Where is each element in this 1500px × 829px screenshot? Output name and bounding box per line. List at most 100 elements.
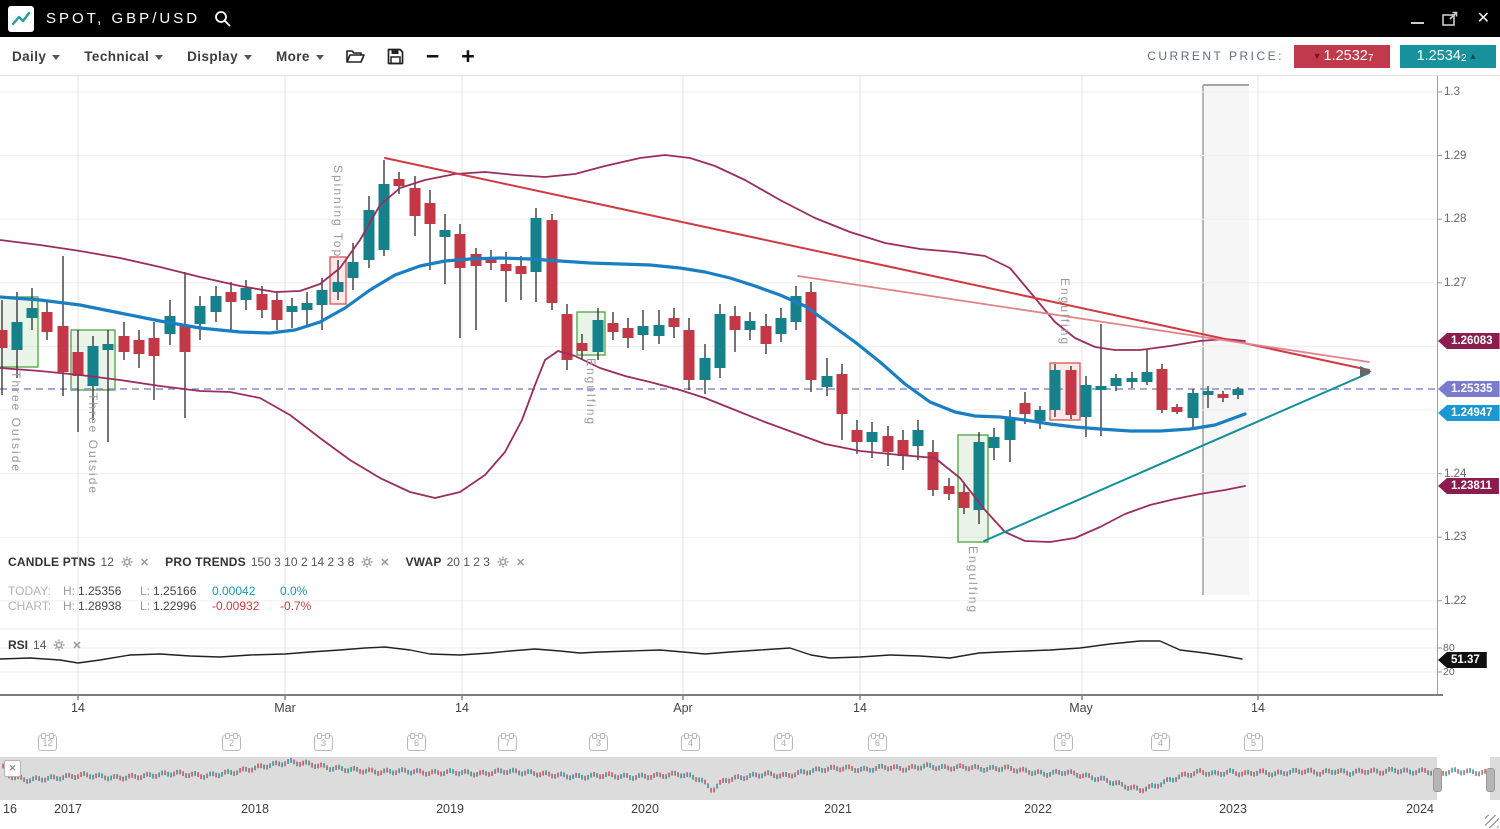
search-icon[interactable]	[214, 10, 231, 27]
candle-body	[225, 292, 237, 302]
candle-body	[1034, 410, 1046, 421]
candle-body	[973, 442, 985, 510]
candle-body	[729, 316, 741, 330]
close-indicator-icon[interactable]: ✕	[139, 556, 150, 569]
price-badge: 1.25335	[1438, 381, 1500, 397]
legend-item-pro-trends: PRO TRENDS 150 3 10 2 14 2 3 8 ✕	[165, 555, 390, 569]
candle-body	[851, 430, 863, 442]
candle-body	[576, 343, 588, 351]
arrow-down-icon: ▼	[1312, 50, 1322, 61]
rsi-value-badge: 51.37	[1438, 652, 1487, 668]
calendar-event-icon[interactable]: 6	[407, 733, 426, 751]
candle-body	[500, 264, 512, 271]
legend-item-vwap: VWAP 20 1 2 3 ✕	[405, 555, 526, 569]
candle-body	[790, 296, 802, 322]
candle-body	[1080, 385, 1092, 417]
candle-body	[363, 210, 375, 260]
navigator-close-icon[interactable]: ✕	[4, 760, 21, 777]
chevron-down-icon	[52, 54, 61, 60]
candle-body	[72, 352, 84, 376]
navigator-year-label: 2022	[1024, 802, 1052, 816]
navigator-selection-window[interactable]	[1437, 757, 1490, 800]
candle-body	[515, 266, 527, 274]
navigator-year-label: 2023	[1219, 802, 1247, 816]
candle-body	[530, 218, 542, 272]
navigator-right-handle[interactable]	[1486, 768, 1495, 792]
candle-body	[1232, 389, 1244, 395]
candle-body	[179, 326, 191, 352]
close-indicator-icon[interactable]: ✕	[72, 639, 82, 652]
x-axis-tick: 14	[455, 701, 469, 715]
price-badge: 1.23811	[1438, 478, 1499, 494]
candle-body	[256, 294, 268, 310]
candle-body	[393, 179, 405, 186]
menu-timeframe[interactable]: Daily	[12, 49, 61, 64]
candle-body	[912, 430, 924, 446]
candle-body	[836, 374, 848, 414]
candle-body	[11, 322, 23, 350]
candle-body	[607, 323, 619, 332]
open-folder-icon[interactable]	[346, 48, 365, 64]
candle-body	[240, 288, 252, 300]
navigator-left-handle[interactable]	[1433, 768, 1442, 792]
candle-body	[1156, 369, 1168, 410]
calendar-event-icon[interactable]: 2	[222, 733, 241, 751]
gear-icon[interactable]	[361, 556, 373, 568]
pattern-label: Engulfing	[584, 358, 598, 427]
calendar-event-icon[interactable]: 5	[1244, 733, 1263, 751]
gear-icon[interactable]	[497, 556, 509, 568]
calendar-event-icon[interactable]: 3	[589, 733, 608, 751]
menu-more[interactable]: More	[276, 49, 324, 64]
close-icon[interactable]: ✕	[1476, 9, 1490, 27]
calendar-event-icon[interactable]: 4	[681, 733, 700, 751]
candle-body	[882, 436, 894, 452]
candle-body	[424, 203, 436, 224]
close-indicator-icon[interactable]: ✕	[380, 556, 390, 569]
x-axis-tick: 14	[71, 701, 85, 715]
pattern-label: Three Outside	[9, 371, 23, 474]
ask-price-badge: 1.2534 2 ▲	[1400, 44, 1496, 68]
close-indicator-icon[interactable]: ✕	[515, 556, 526, 569]
candle-body	[378, 184, 390, 250]
y-axis-tick: 1.23	[1444, 531, 1467, 544]
candle-body	[1004, 418, 1016, 440]
popout-icon[interactable]	[1441, 11, 1459, 27]
current-price-label: CURRENT PRICE:	[1147, 49, 1284, 63]
candle-body	[87, 346, 99, 386]
minimize-icon[interactable]	[1410, 14, 1424, 24]
candle-body	[1110, 378, 1122, 386]
candle-body	[439, 230, 451, 237]
candle-body	[805, 292, 817, 380]
calendar-event-icon[interactable]: 4	[1151, 733, 1170, 751]
zoom-in-button[interactable]: +	[461, 42, 475, 69]
calendar-event-icon[interactable]: 4	[774, 733, 793, 751]
gear-icon[interactable]	[121, 556, 133, 568]
resize-grip[interactable]	[1485, 815, 1499, 828]
candle-body	[41, 312, 53, 332]
y-axis-tick: 1.28	[1444, 213, 1467, 226]
y-axis-tick: 1.3	[1444, 86, 1460, 98]
rsi-level-label: 20	[1443, 666, 1455, 678]
calendar-event-icon[interactable]: 12	[38, 733, 57, 751]
y-axis-tick: 1.27	[1444, 276, 1467, 289]
menu-technical[interactable]: Technical	[84, 49, 164, 64]
menu-display[interactable]: Display	[187, 49, 252, 64]
calendar-event-icon[interactable]: 3	[314, 733, 333, 751]
candle-body	[301, 303, 313, 310]
calendar-event-icon[interactable]: 6	[1054, 733, 1073, 751]
navigator-track[interactable]	[0, 757, 1500, 800]
gear-icon[interactable]	[53, 639, 65, 651]
candle-body	[1126, 378, 1138, 382]
calendar-event-icon[interactable]: 6	[868, 733, 887, 751]
save-icon[interactable]	[387, 48, 404, 65]
candle-body	[1019, 403, 1031, 414]
calendar-event-icon[interactable]: 7	[498, 733, 517, 751]
chevron-down-icon	[315, 54, 324, 60]
candle-body	[668, 318, 680, 327]
candle-body	[1171, 407, 1183, 412]
candle-body	[714, 314, 726, 368]
zoom-out-button[interactable]: −	[425, 42, 440, 69]
navigator-year-label: 2020	[631, 802, 659, 816]
app-logo-icon	[8, 5, 34, 32]
